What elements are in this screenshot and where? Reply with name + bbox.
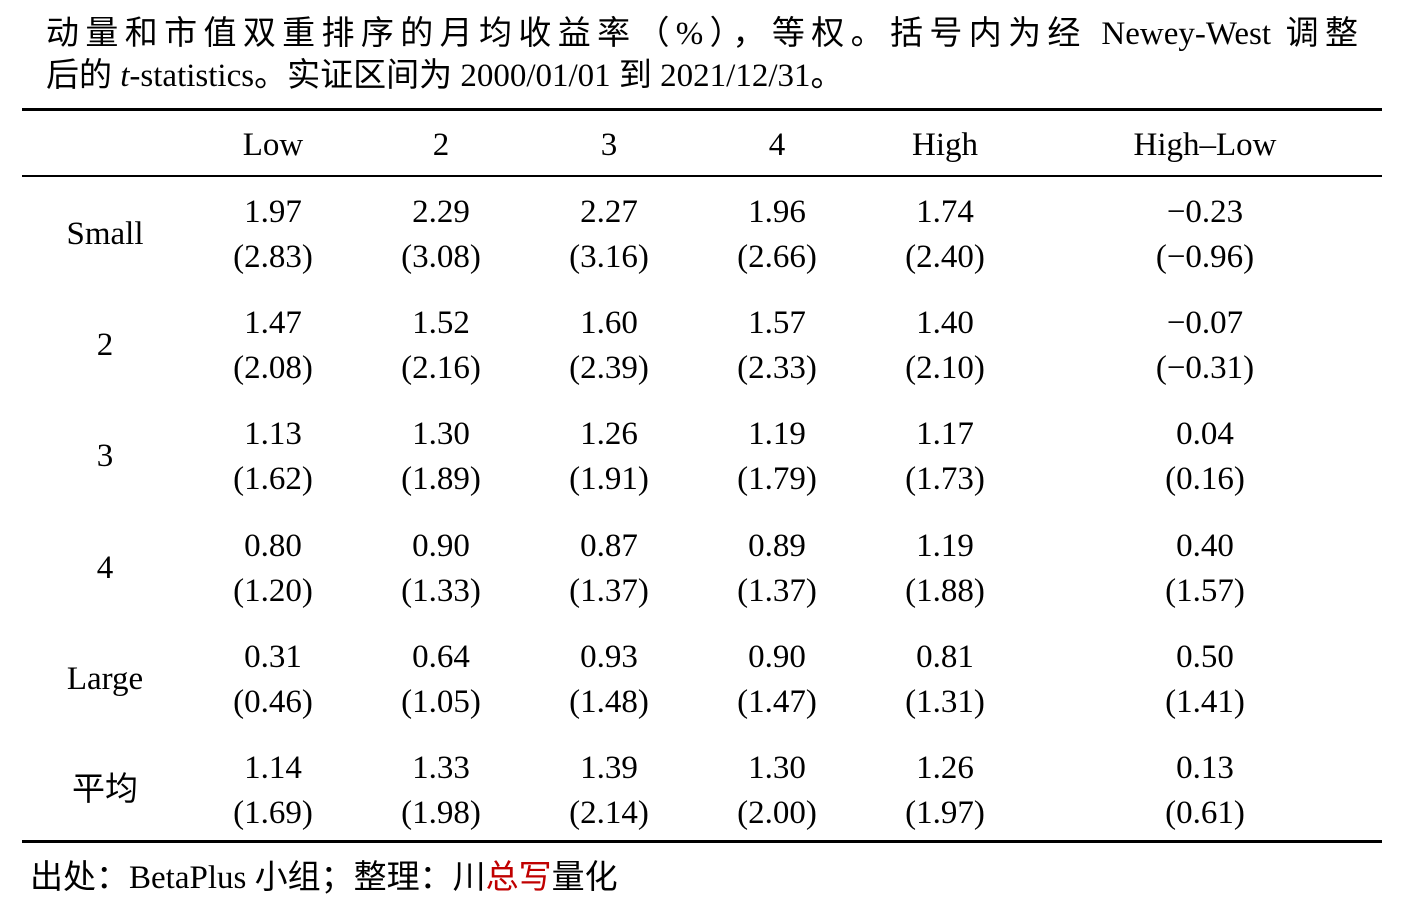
source: 出处：BetaPlus 小组；整理：川总写量化 (30, 858, 618, 898)
cell-value: 1.30 (748, 750, 806, 786)
cell-tstat: (−0.31) (1155, 350, 1255, 387)
cell-tstat: (1.33) (401, 572, 481, 609)
top-rule (22, 108, 1382, 111)
cell-value: 0.93 (580, 638, 638, 675)
cell-value: 0.90 (412, 527, 470, 564)
cell-value: 0.80 (244, 527, 302, 564)
column-header: 2 (432, 127, 450, 163)
cell-value: 0.40 (1176, 527, 1234, 564)
cell-tstat: (1.69) (233, 795, 313, 831)
caption-line: 后的 t-statistics。实证区间为 2000/01/01 到 2021/… (46, 56, 844, 96)
cell-tstat: (2.66) (737, 239, 817, 275)
cell-tstat: (1.41) (1165, 683, 1245, 720)
cell-value: 1.17 (916, 416, 974, 453)
cell-tstat: (2.16) (401, 350, 481, 387)
cell-tstat: (1.48) (569, 683, 649, 720)
cell-tstat: (2.39) (569, 350, 649, 387)
cell-tstat: (−0.96) (1155, 239, 1255, 275)
cell-value: 1.60 (580, 305, 638, 342)
column-header: High–Low (1133, 127, 1277, 163)
cell-value: 0.31 (244, 638, 302, 675)
cell-tstat: (1.91) (569, 461, 649, 498)
cell-tstat: (1.57) (1165, 572, 1245, 609)
column-header: 4 (768, 127, 786, 163)
cell-value: 1.13 (244, 416, 302, 453)
cell-value: 1.96 (748, 194, 806, 230)
cell-value: 0.87 (580, 527, 638, 564)
cell-value: −0.07 (1166, 305, 1244, 342)
cell-value: 1.19 (916, 527, 974, 564)
cell-tstat: (3.16) (569, 239, 649, 275)
cell-value: 0.50 (1176, 638, 1234, 675)
cell-tstat: (1.98) (401, 795, 481, 831)
source-text: 量化 (551, 860, 618, 896)
cell-tstat: (2.14) (569, 795, 649, 831)
cell-tstat: (1.37) (737, 572, 817, 609)
cell-value: 1.57 (748, 305, 806, 342)
cell-tstat: (2.08) (233, 350, 313, 387)
cell-value: 1.26 (580, 416, 638, 453)
column-header: Low (242, 127, 304, 163)
cell-value: 0.04 (1176, 416, 1234, 453)
cell-tstat: (1.88) (905, 572, 985, 609)
cell-tstat: (2.00) (737, 795, 817, 831)
caption-text: 后的 (46, 58, 121, 94)
row-label: Large (66, 660, 144, 697)
cell-tstat: (1.47) (737, 683, 817, 720)
caption-italic: t (120, 58, 130, 94)
cell-tstat: (2.10) (905, 350, 985, 387)
column-header: High (912, 127, 978, 163)
cell-tstat: (3.08) (401, 239, 481, 275)
mid-rule (22, 175, 1382, 177)
cell-value: 1.52 (412, 305, 470, 342)
cell-tstat: (1.31) (905, 683, 985, 720)
cell-tstat: (2.83) (233, 239, 313, 275)
cell-value: 1.19 (748, 416, 806, 453)
cell-value: 1.74 (916, 194, 974, 230)
cell-tstat: (1.37) (569, 572, 649, 609)
row-label: 4 (96, 549, 114, 586)
cell-tstat: (1.79) (737, 461, 817, 498)
cell-value: 0.81 (916, 638, 974, 675)
cell-tstat: (0.46) (233, 683, 313, 720)
cell-tstat: (0.16) (1165, 461, 1245, 498)
cell-tstat: (0.61) (1165, 795, 1245, 831)
bottom-rule (22, 840, 1382, 843)
cell-value: 1.97 (244, 194, 302, 230)
cell-tstat: (1.05) (401, 683, 481, 720)
cell-value: 1.40 (916, 305, 974, 342)
cell-value: 1.26 (916, 750, 974, 786)
cell-tstat: (1.73) (905, 461, 985, 498)
caption-text: -statistics。实证区间为 2000/01/01 到 2021/12/3… (129, 58, 844, 94)
cell-value: 1.14 (244, 750, 302, 786)
row-label: 2 (96, 327, 114, 364)
row-label: 平均 (72, 772, 138, 808)
cell-tstat: (1.20) (233, 572, 313, 609)
cell-value: 1.33 (412, 750, 470, 786)
source-text: 出处：BetaPlus 小组；整理：川 (30, 860, 486, 896)
cell-value: 0.89 (748, 527, 806, 564)
cell-value: 0.13 (1176, 750, 1234, 786)
column-header: 3 (600, 127, 618, 163)
cell-value: 0.64 (412, 638, 470, 675)
cell-value: 1.39 (580, 750, 638, 786)
cell-value: 2.29 (412, 194, 470, 230)
cell-value: 2.27 (580, 194, 638, 230)
cell-tstat: (1.89) (401, 461, 481, 498)
cell-tstat: (1.97) (905, 795, 985, 831)
cell-value: 1.47 (244, 305, 302, 342)
cell-tstat: (2.33) (737, 350, 817, 387)
cell-value: 0.90 (748, 638, 806, 675)
row-label: 3 (96, 438, 114, 475)
cell-value: −0.23 (1166, 194, 1244, 230)
caption-line: 动量和市值双重排序的月均收益率（%），等权。括号内为经 Newey-West 调… (46, 16, 1358, 52)
source-highlight: 总写 (485, 860, 552, 896)
row-label: Small (66, 216, 144, 252)
cell-value: 1.30 (412, 416, 470, 453)
cell-tstat: (2.40) (905, 239, 985, 275)
cell-tstat: (1.62) (233, 461, 313, 498)
